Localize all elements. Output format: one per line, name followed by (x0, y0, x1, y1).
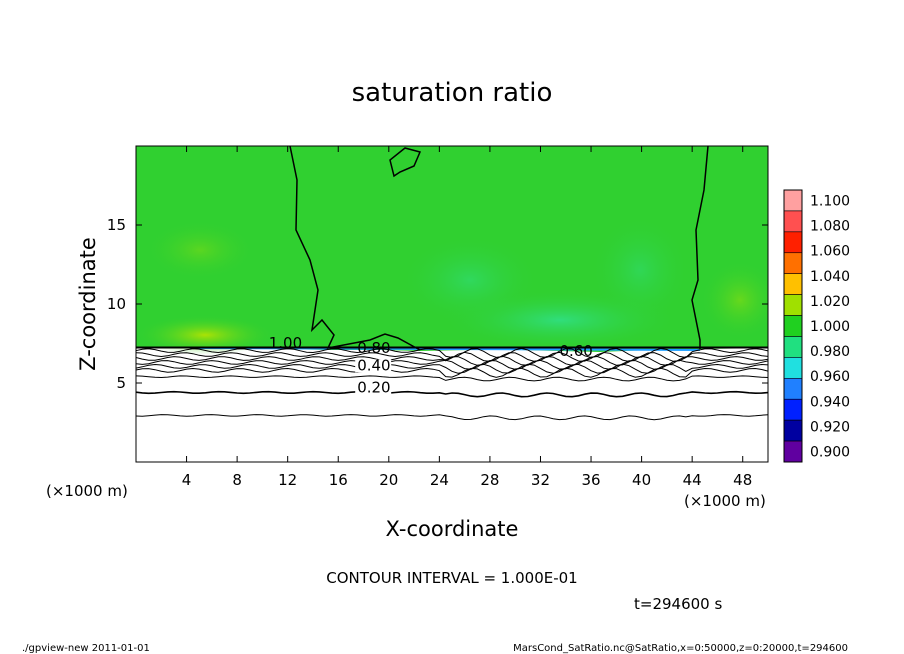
contour-band-line (136, 375, 768, 382)
contour-label-bg (355, 381, 392, 395)
contour-interval: CONTOUR INTERVAL = 1.000E-01 (326, 569, 577, 587)
x-tick-label: 20 (379, 471, 398, 489)
x-tick-label: 8 (232, 471, 242, 489)
colorbar-swatch (783, 294, 803, 316)
y-tick-label: 10 (107, 295, 126, 313)
x-tick-label: 16 (329, 471, 348, 489)
y-tick-label: 5 (116, 374, 126, 392)
colorbar-label: 0.940 (810, 394, 850, 410)
colorbar-swatch (783, 273, 803, 295)
contour-bands (136, 346, 768, 421)
contour-label: 1.00 (269, 334, 302, 352)
x-unit-left: (×1000 m) (46, 482, 128, 500)
colorbar-swatch (783, 315, 803, 337)
colorbar-swatch (783, 252, 803, 274)
colorbar-swatch (783, 357, 803, 379)
y-axis-label: Z-coordinate (76, 237, 100, 371)
colorbar-label: 1.020 (810, 294, 850, 310)
x-tick-label: 40 (632, 471, 651, 489)
time-label: t=294600 s (634, 595, 722, 613)
contour-band-line (136, 363, 768, 374)
colorbar-label: 1.100 (810, 193, 850, 209)
colorbar-label: 1.080 (810, 219, 850, 235)
yellow-blob (136, 315, 275, 355)
contour-labels: 1.00 0.80 0.60 0.40 0.20 (269, 334, 593, 396)
x-axis: 4 8 12 16 20 24 28 32 36 40 44 48 (182, 146, 752, 489)
x-tick-label: 24 (430, 471, 449, 489)
yellow-blob (145, 220, 255, 280)
contour-band-line (136, 367, 768, 378)
footer-left: ./gpview-new 2011-01-01 (22, 643, 150, 654)
contour-label: 0.60 (559, 342, 592, 360)
contour-band-line (136, 390, 768, 398)
contour-line-1.00 (289, 146, 421, 351)
colorbar-swatch (783, 378, 803, 400)
contour-band-line (136, 351, 768, 363)
colorbar-swatch (783, 336, 803, 358)
x-tick-label: 48 (733, 471, 752, 489)
x-tick-label: 44 (683, 471, 702, 489)
colorbar: 1.100 1.080 1.060 1.040 1.020 1.000 0.980 0.960… (783, 189, 850, 463)
x-tick-label: 36 (581, 471, 600, 489)
colorbar-swatch (783, 398, 803, 421)
contour-band-line (136, 355, 768, 366)
y-tick-label: 15 (107, 216, 126, 234)
colorbar-label: 1.040 (810, 269, 850, 285)
x-tick-label: 32 (531, 471, 550, 489)
aqua-blob (590, 215, 690, 325)
contour-label: 0.80 (357, 339, 390, 357)
colorbar-swatch (783, 419, 803, 442)
chart-title: saturation ratio (352, 78, 553, 108)
colorbar-swatch (783, 440, 803, 463)
colorbar-label: 0.960 (810, 369, 850, 385)
colorbar-swatch (783, 210, 803, 233)
x-tick-label: 12 (278, 471, 297, 489)
colorbar-swatch (783, 231, 803, 254)
colorbar-label: 1.060 (810, 244, 850, 260)
x-tick-label: 28 (480, 471, 499, 489)
contour-line-1.00 (389, 147, 422, 178)
x-tick-label: 4 (182, 471, 192, 489)
footer-right: MarsCond_SatRatio.nc@SatRatio,x=0:50000,… (513, 643, 848, 654)
yellow-blob (700, 260, 768, 340)
x-axis-label: X-coordinate (386, 517, 519, 541)
plot-area (136, 146, 768, 462)
x-unit-right: (×1000 m) (684, 492, 766, 510)
colorbar-label: 1.000 (810, 319, 850, 335)
colorbar-frame (783, 189, 803, 463)
contour-label: 0.40 (357, 356, 390, 374)
colorbar-swatch (783, 189, 803, 212)
colorbar-label: 0.980 (810, 344, 850, 360)
colorbar-label: 0.920 (810, 419, 850, 435)
colorbar-label: 0.900 (810, 445, 850, 461)
contour-band-line (136, 414, 768, 421)
aqua-blob (400, 235, 540, 325)
contour-line-1.00 (691, 146, 709, 349)
contour-label-bg (355, 359, 392, 373)
contour-label: 0.20 (357, 378, 390, 396)
contour-band-line (136, 359, 768, 370)
y-axis: 5 10 15 (107, 216, 768, 392)
